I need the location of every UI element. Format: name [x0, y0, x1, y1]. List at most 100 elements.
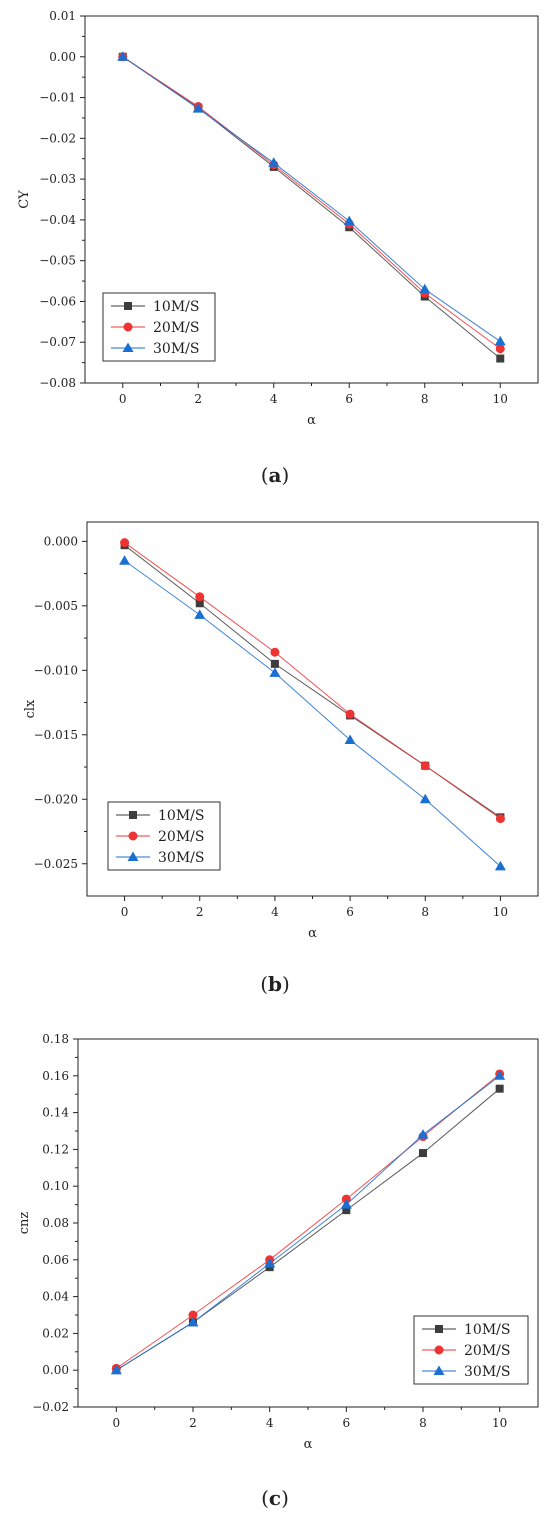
data-point-30M/S	[343, 215, 355, 226]
data-point-30M/S	[119, 555, 131, 565]
y-tick-label: −0.02	[39, 131, 76, 145]
data-point-30M/S	[419, 793, 431, 804]
x-tick-label: 0	[113, 1416, 121, 1430]
series-line-10M/S	[122, 56, 501, 359]
data-point-10M/S	[195, 599, 204, 608]
data-point-30M/S	[194, 609, 206, 619]
legend-label: 10M/S	[158, 808, 204, 824]
data-point-20M/S	[341, 1194, 351, 1204]
y-tick-label: −0.010	[34, 663, 78, 677]
data-point-20M/S	[188, 1310, 198, 1320]
y-tick-label: 0.16	[42, 1069, 69, 1083]
x-tick-label: 10	[493, 905, 508, 919]
chart-c: 0 2 4 6 8 10 0.18 0.16 0.14 0.12 0.10 0.08 0.06 0.04 0…	[17, 1032, 539, 1510]
x-tick-label: 10	[493, 392, 508, 406]
y-tick-label: −0.08	[39, 376, 76, 390]
legend-label: 10M/S	[464, 1322, 510, 1338]
figure-caption: (c)	[261, 1486, 289, 1510]
data-point-30M/S	[340, 1199, 352, 1209]
chart-b: 0 2 4 6 8 10 0.000 −0.005 −0.010 −0.015 −0.020 −0.0…	[23, 521, 539, 996]
legend-label: 30M/S	[464, 1364, 510, 1380]
legend-marker	[434, 1345, 444, 1355]
data-point-10M/S	[342, 1206, 351, 1215]
y-tick-label: 0.01	[49, 9, 76, 23]
series-line-20M/S	[116, 1073, 500, 1369]
y-tick-label: −0.025	[34, 857, 78, 871]
x-axis-title: α	[307, 413, 316, 428]
y-tick-label: 0.08	[42, 1216, 69, 1230]
data-point-30M/S	[494, 335, 506, 346]
data-point-20M/S	[195, 592, 205, 602]
series-line-30M/S	[124, 560, 501, 867]
data-point-30M/S	[269, 667, 281, 677]
legend-marker	[129, 811, 137, 819]
data-point-30M/S	[117, 51, 129, 61]
y-tick-label: −0.06	[39, 294, 76, 308]
series-line-20M/S	[124, 542, 501, 820]
x-tick-label: 2	[194, 392, 202, 406]
x-tick-label: 0	[119, 392, 127, 406]
legend-marker	[128, 831, 138, 841]
y-tick-label: −0.07	[39, 335, 76, 349]
y-tick-label: 0.18	[42, 1032, 69, 1046]
chart-a: 0 2 4 6 8 10 0.01 0.00 −0.01 −0.02 −0.03 −0.04 −0.05…	[17, 9, 539, 487]
x-tick-label: 0	[121, 905, 129, 919]
caption-letter: b	[268, 972, 282, 996]
data-point-30M/S	[344, 734, 356, 744]
y-tick-label: −0.015	[34, 728, 78, 742]
legend-label: 20M/S	[464, 1343, 510, 1359]
data-point-10M/S	[496, 354, 505, 363]
y-tick-label: −0.005	[34, 599, 78, 613]
legend: 10M/S 20M/S 30M/S	[102, 292, 216, 362]
legend-marker	[124, 302, 132, 310]
legend-marker	[435, 1325, 443, 1333]
data-point-30M/S	[494, 1070, 506, 1080]
x-tick-label: 8	[419, 1416, 427, 1430]
y-tick-label: 0.00	[42, 1363, 69, 1377]
x-tick-label: 6	[343, 1416, 351, 1430]
legend-label: 20M/S	[158, 829, 204, 845]
figure-caption: (a)	[261, 463, 290, 487]
x-tick-label: 4	[270, 392, 278, 406]
caption-letter: a	[269, 463, 282, 487]
y-tick-label: −0.020	[34, 792, 78, 806]
legend-marker	[122, 342, 134, 352]
caption-paren-close: )	[281, 1486, 289, 1510]
caption-paren-close: )	[281, 463, 289, 487]
y-axis-title: CY	[17, 190, 32, 209]
y-axis-title: cnz	[17, 1212, 32, 1235]
x-tick-label: 2	[189, 1416, 197, 1430]
data-point-20M/S	[345, 709, 355, 719]
x-tick-label: 10	[492, 1416, 507, 1430]
data-point-20M/S	[420, 761, 430, 771]
series-line-10M/S	[124, 544, 501, 818]
caption-letter: c	[269, 1486, 281, 1510]
legend-label: 10M/S	[153, 299, 199, 315]
data-point-10M/S	[419, 1149, 427, 1158]
data-point-20M/S	[270, 647, 280, 657]
legend-marker	[127, 851, 139, 861]
y-tick-label: 0.000	[44, 534, 78, 548]
x-tick-label: 2	[196, 905, 204, 919]
x-tick-label: 8	[421, 392, 429, 406]
x-axis-title: α	[304, 1437, 313, 1452]
caption-paren-open: (	[260, 972, 268, 996]
series-line-30M/S	[116, 1075, 500, 1371]
caption-paren-close: )	[282, 972, 290, 996]
data-point-10M/S	[270, 659, 279, 668]
x-tick-label: 8	[421, 905, 429, 919]
y-tick-label: −0.05	[39, 254, 76, 268]
data-point-30M/S	[268, 157, 280, 167]
y-tick-label: 0.12	[42, 1142, 69, 1156]
data-point-30M/S	[187, 1316, 199, 1327]
legend-marker	[123, 322, 133, 332]
data-point-30M/S	[417, 1129, 429, 1139]
y-tick-label: 0.04	[42, 1290, 69, 1304]
x-axis-title: α	[308, 926, 317, 941]
data-point-30M/S	[110, 1364, 122, 1375]
data-point-10M/S	[495, 1084, 504, 1093]
data-point-30M/S	[264, 1257, 276, 1268]
x-tick-label: 4	[271, 905, 279, 919]
data-point-30M/S	[494, 860, 506, 871]
caption-paren-open: (	[261, 1486, 269, 1510]
